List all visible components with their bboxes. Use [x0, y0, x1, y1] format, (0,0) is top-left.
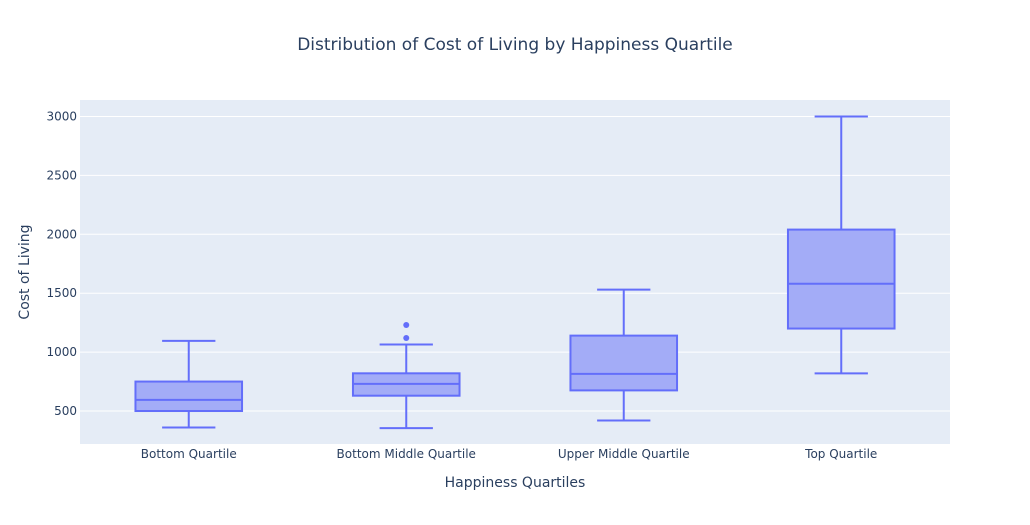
- box-body: [134, 380, 244, 413]
- outlier-point: [403, 334, 410, 341]
- box-body: [569, 334, 679, 392]
- x-tick-label: Top Quartile: [804, 447, 877, 461]
- y-tick-label: 2500: [46, 168, 77, 182]
- x-tick-label: Bottom Middle Quartile: [337, 447, 476, 461]
- chart-title: Distribution of Cost of Living by Happin…: [297, 35, 733, 55]
- box-1: [134, 339, 244, 429]
- outlier-point: [403, 322, 410, 329]
- y-tick-label: 2000: [46, 227, 77, 241]
- boxes: [134, 115, 896, 430]
- y-tick-label: 1000: [46, 345, 77, 359]
- x-tick-label: Upper Middle Quartile: [558, 447, 690, 461]
- y-tick-label: 1500: [46, 286, 77, 300]
- box-2: [351, 322, 461, 430]
- box-3: [569, 288, 679, 422]
- y-axis-ticks: 500 1000 1500 2000 2500 3000: [46, 109, 77, 418]
- y-tick-label: 500: [54, 404, 77, 418]
- x-axis-ticks: Bottom Quartile Bottom Middle Quartile Upp…: [141, 447, 878, 461]
- x-axis-label: Happiness Quartiles: [445, 475, 586, 491]
- x-tick-label: Bottom Quartile: [141, 447, 237, 461]
- box-body: [786, 228, 896, 330]
- y-axis-label: Cost of Living: [17, 224, 33, 319]
- box-4: [786, 115, 896, 375]
- y-tick-label: 3000: [46, 109, 77, 123]
